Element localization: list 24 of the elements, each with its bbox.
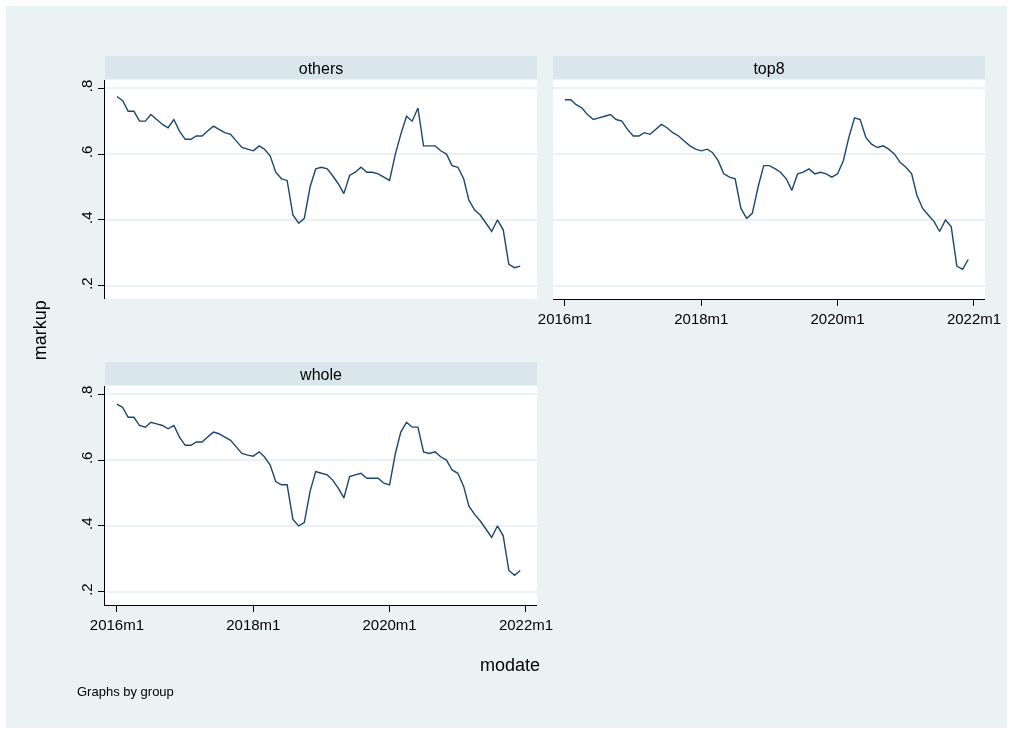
y-tick-label: .4 xyxy=(78,517,95,530)
line-series xyxy=(116,403,521,577)
x-tick-label: 2020m1 xyxy=(810,310,865,327)
x-tick-label: 2018m1 xyxy=(674,310,729,327)
x-tick-label: 2016m1 xyxy=(537,310,593,327)
y-tick-label: .8 xyxy=(78,385,95,399)
y-tick-label: .2 xyxy=(78,277,95,290)
text: Graphs by group xyxy=(77,684,174,699)
x-tick-label: 2022m1 xyxy=(946,310,1002,327)
line-series xyxy=(116,95,521,269)
x-tick-label: 2020m1 xyxy=(362,616,417,633)
y-tick-label: .4 xyxy=(78,211,95,224)
x-tick-label: 2022m1 xyxy=(498,616,554,633)
y-axis-title: markup xyxy=(30,300,51,361)
chart-title: top8 xyxy=(753,59,785,77)
x-tick-label: 2018m1 xyxy=(226,616,281,633)
y-tick-label: .6 xyxy=(78,145,95,159)
y-tick-label: .2 xyxy=(78,583,95,596)
y-tick-label: .6 xyxy=(78,451,95,465)
chart-title: others xyxy=(298,59,344,77)
x-tick-label: 2016m1 xyxy=(89,616,145,633)
chart-title: whole xyxy=(299,365,342,383)
x-axis-title: modate xyxy=(480,655,541,675)
y-tick-label: .8 xyxy=(78,79,95,93)
